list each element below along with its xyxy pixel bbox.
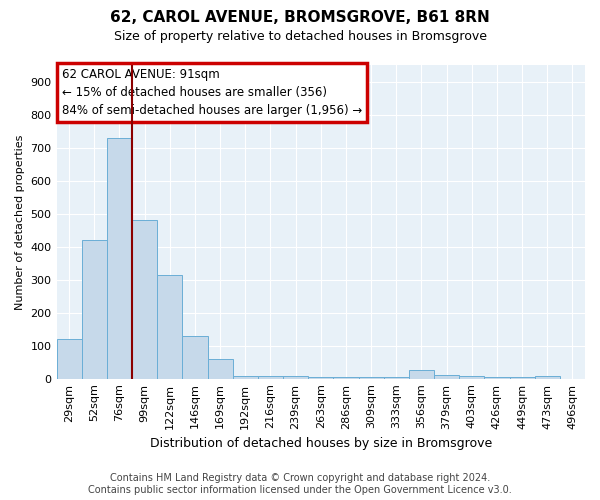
Text: 62 CAROL AVENUE: 91sqm
← 15% of detached houses are smaller (356)
84% of semi-de: 62 CAROL AVENUE: 91sqm ← 15% of detached… <box>62 68 362 117</box>
Bar <box>484 377 509 378</box>
Bar <box>132 220 157 378</box>
Bar <box>258 376 283 378</box>
Bar <box>308 377 334 378</box>
Bar <box>283 376 308 378</box>
X-axis label: Distribution of detached houses by size in Bromsgrove: Distribution of detached houses by size … <box>149 437 492 450</box>
Bar <box>82 240 107 378</box>
Bar <box>157 274 182 378</box>
Bar <box>56 339 82 378</box>
Text: Contains HM Land Registry data © Crown copyright and database right 2024.
Contai: Contains HM Land Registry data © Crown c… <box>88 474 512 495</box>
Bar <box>107 138 132 378</box>
Bar <box>334 377 359 378</box>
Text: 62, CAROL AVENUE, BROMSGROVE, B61 8RN: 62, CAROL AVENUE, BROMSGROVE, B61 8RN <box>110 10 490 25</box>
Bar <box>383 377 409 378</box>
Bar <box>535 376 560 378</box>
Bar <box>359 377 383 378</box>
Bar <box>233 376 258 378</box>
Bar <box>182 336 208 378</box>
Bar <box>409 370 434 378</box>
Bar <box>208 359 233 378</box>
Bar <box>459 376 484 378</box>
Y-axis label: Number of detached properties: Number of detached properties <box>15 134 25 310</box>
Text: Size of property relative to detached houses in Bromsgrove: Size of property relative to detached ho… <box>113 30 487 43</box>
Bar <box>509 377 535 378</box>
Bar <box>434 374 459 378</box>
